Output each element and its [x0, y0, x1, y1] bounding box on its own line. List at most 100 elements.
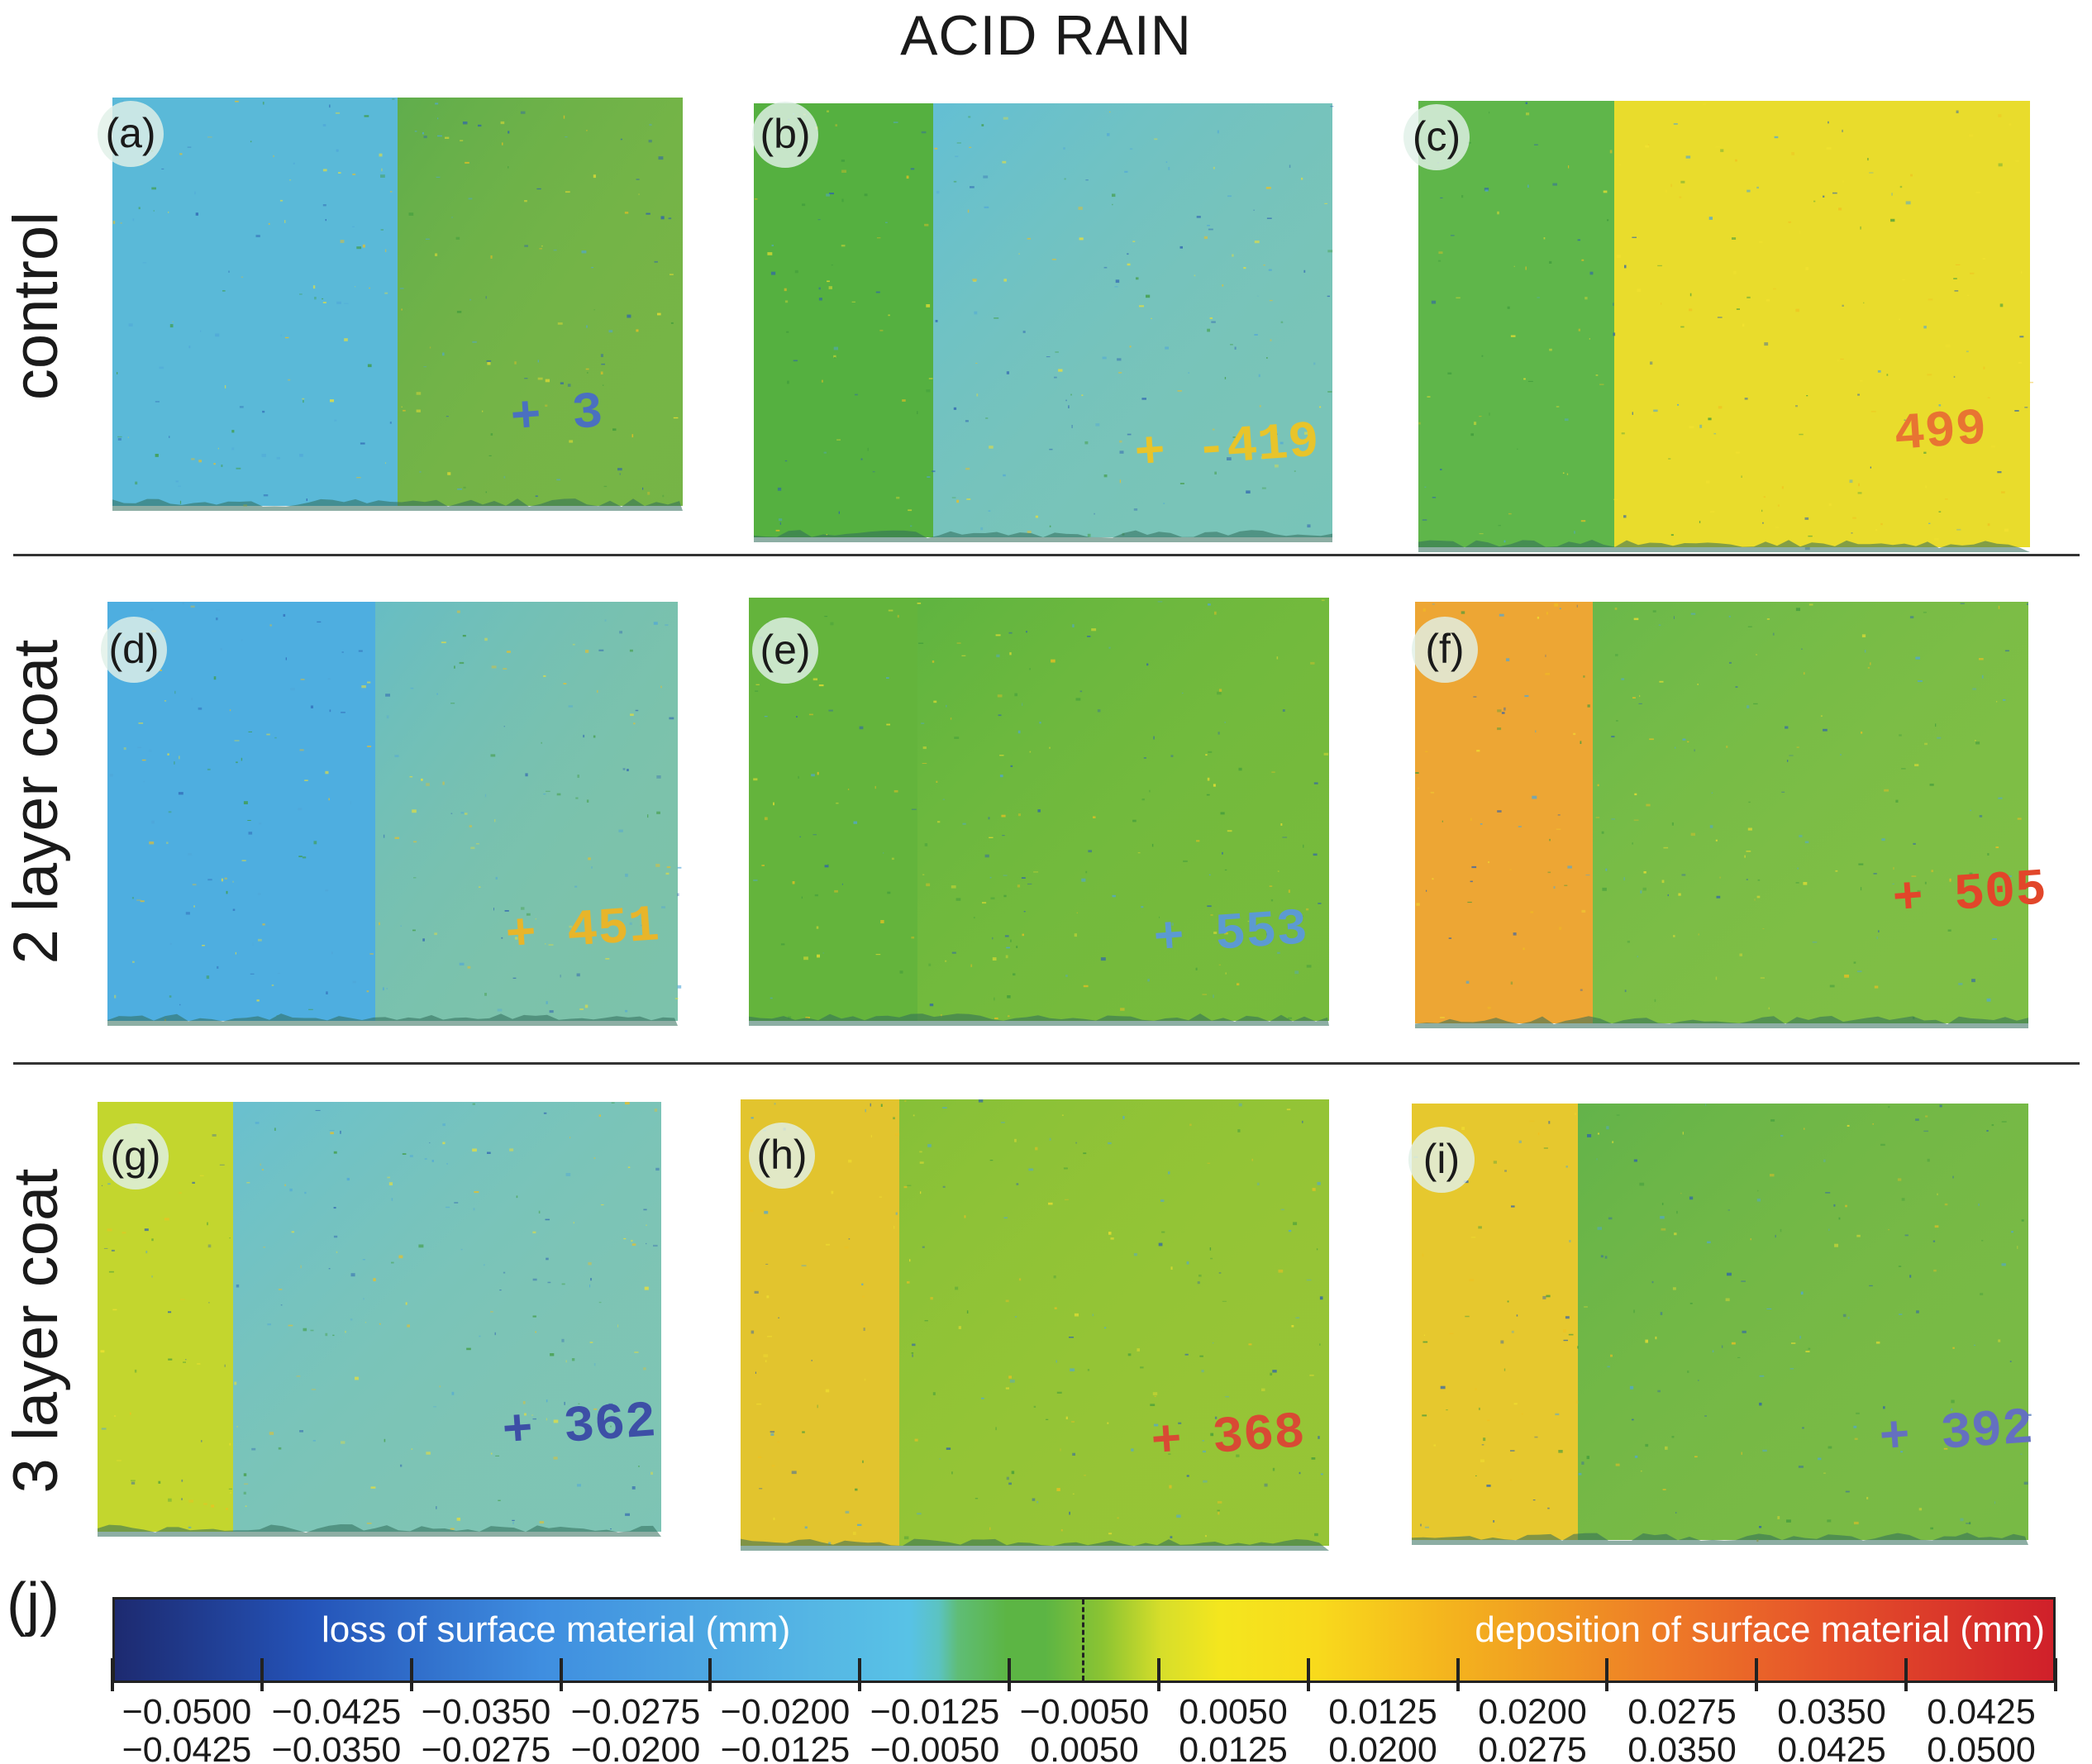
bin-upper-value: 0.0425 [1927, 1692, 2036, 1732]
scan-texture [1415, 603, 2028, 1020]
bin-lower-value: −0.0050 [870, 1730, 1000, 1764]
colorbar-bin-label: −0.0425 −0.0350 [262, 1693, 411, 1764]
bin-upper-value: −0.0425 [271, 1692, 402, 1732]
specimen-number: + -419 [1132, 412, 1321, 484]
scan-edge [1418, 540, 2030, 552]
panel-label: (h) [749, 1123, 815, 1189]
bin-upper-value: 0.0050 [1179, 1692, 1288, 1732]
bin-lower-value: 0.0275 [1478, 1730, 1587, 1764]
colorbar-bin-label: −0.0350 −0.0275 [412, 1693, 560, 1764]
scan-shading [917, 598, 1329, 1021]
bin-lower-value: 0.0425 [1777, 1730, 1886, 1764]
bin-upper-value: −0.0500 [122, 1692, 252, 1732]
panel-label: (f) [1412, 617, 1478, 683]
specimen-number: 499 [1892, 399, 1988, 465]
specimen-number: + 362 [500, 1392, 658, 1461]
scan-panel-g: + 362 (g) [98, 1102, 661, 1537]
scan-left-face [754, 103, 933, 537]
bin-upper-value: −0.0350 [421, 1692, 551, 1732]
scan-shading [1593, 602, 2028, 1023]
scan-edge [1415, 1016, 2028, 1028]
scan-panel-a: + 3 (a) [98, 98, 683, 511]
scan-left-face [112, 98, 398, 506]
specimen-number: + 368 [1149, 1403, 1307, 1472]
colorbar-tick [1605, 1658, 1608, 1691]
row-separator [13, 1062, 2080, 1065]
colorbar-tick [1157, 1658, 1160, 1691]
scan-shading [375, 602, 678, 1021]
bin-lower-value: −0.0125 [720, 1730, 851, 1764]
scan-shading [933, 103, 1332, 537]
bin-upper-value: 0.0125 [1328, 1692, 1437, 1732]
colorbar-tick [2054, 1658, 2057, 1691]
panel-label: (d) [101, 617, 167, 683]
scan-surface: + -419 [754, 103, 1334, 542]
bin-lower-value: 0.0200 [1328, 1730, 1437, 1764]
colorbar-tick [410, 1658, 413, 1691]
row-separator [13, 554, 2080, 556]
panel-label: (e) [752, 617, 818, 684]
colorbar-tick [1307, 1658, 1310, 1691]
specimen-number: + 3 [508, 383, 604, 448]
colorbar-bin-label: −0.0200 −0.0125 [711, 1693, 860, 1764]
scan-surface: + 451 [107, 602, 682, 1026]
colorbar-panel-label: (j) [7, 1571, 60, 1638]
panel-label: (i) [1408, 1127, 1475, 1193]
scan-shading [899, 1099, 1329, 1546]
specimen-number: + 392 [1877, 1399, 2035, 1468]
bin-lower-value: −0.0350 [271, 1730, 402, 1764]
colorbar-bin-label: −0.0050 0.0050 [1010, 1693, 1159, 1764]
colorbar-bin-label: 0.0350 0.0425 [1757, 1693, 1906, 1764]
colorbar-tick [1008, 1658, 1011, 1691]
colorbar-loss-label: loss of surface material (mm) [322, 1609, 791, 1650]
bin-lower-value: 0.0125 [1179, 1730, 1288, 1764]
colorbar-tick [560, 1658, 563, 1691]
bin-upper-value: −0.0275 [570, 1692, 701, 1732]
colorbar-tick [708, 1658, 712, 1691]
bin-upper-value: −0.0200 [720, 1692, 851, 1732]
scan-panel-b: + -419 (b) [752, 102, 1334, 542]
scan-panel-d: + 451 (d) [101, 602, 682, 1026]
scan-edge [98, 1524, 661, 1537]
bin-lower-value: 0.0500 [1927, 1730, 2036, 1764]
scan-texture [749, 1099, 1323, 1545]
scan-shading [233, 1102, 661, 1532]
colorbar-bin-label: −0.0125 −0.0050 [860, 1693, 1009, 1764]
scan-panel-f: + 505 (f) [1412, 602, 2048, 1028]
colorbar-tick [111, 1658, 114, 1691]
panel-label: (c) [1403, 104, 1470, 170]
scan-panel-c: 499 (c) [1403, 101, 2033, 552]
scan-panel-e: + 553 (e) [749, 598, 1329, 1026]
row-label-2-layer-coat: 2 layer coat [1, 639, 71, 965]
colorbar-tick [858, 1658, 861, 1691]
scan-surface: + 3 [112, 98, 683, 511]
scan-texture [109, 602, 682, 1021]
colorbar: loss of surface material (mm) deposition… [112, 1597, 2056, 1683]
specimen-number: + 451 [503, 896, 661, 965]
colorbar-bin-label: 0.0125 0.0200 [1308, 1693, 1457, 1764]
figure-title: ACID RAIN [900, 4, 1192, 67]
bin-lower-value: −0.0425 [122, 1730, 252, 1764]
scan-shading [398, 98, 683, 506]
bin-lower-value: −0.0200 [570, 1730, 701, 1764]
scan-panel-h: + 368 (h) [741, 1099, 1329, 1551]
scan-surface: + 392 [1412, 1104, 2035, 1545]
colorbar-bin-label: −0.0275 −0.0200 [561, 1693, 710, 1764]
specimen-number: + 553 [1151, 899, 1309, 969]
bin-lower-value: −0.0275 [421, 1730, 551, 1764]
scan-edge [749, 1013, 1329, 1026]
bin-lower-value: 0.0050 [1030, 1730, 1139, 1764]
scan-shading [1614, 101, 2030, 547]
scan-surface: + 505 [1415, 602, 2048, 1028]
bin-upper-value: −0.0125 [870, 1692, 1000, 1732]
scan-texture [753, 599, 1329, 1020]
scan-surface: + 553 [749, 598, 1329, 1026]
colorbar-bin-label: −0.0500 −0.0425 [112, 1693, 261, 1764]
colorbar-tick [260, 1658, 264, 1691]
scan-edge [1412, 1533, 2028, 1545]
bin-lower-value: 0.0350 [1627, 1730, 1737, 1764]
row-label-control: control [1, 211, 71, 401]
colorbar-bin-label: 0.0050 0.0125 [1159, 1693, 1308, 1764]
scan-texture [100, 1102, 660, 1530]
